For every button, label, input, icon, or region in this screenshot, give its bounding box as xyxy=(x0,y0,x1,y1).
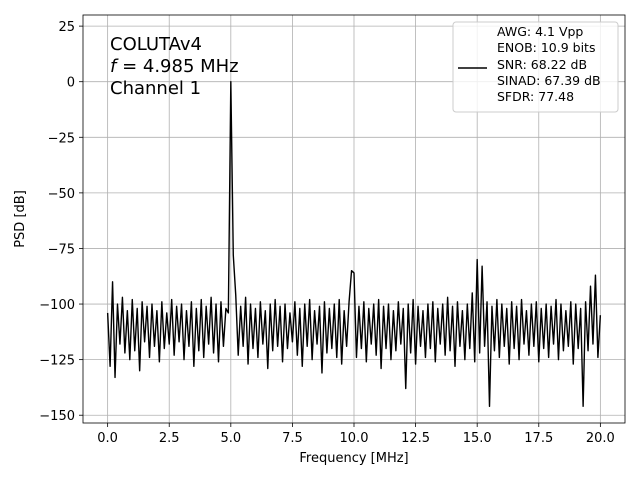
x-tick-label: 10.0 xyxy=(340,431,369,446)
y-tick-label: −125 xyxy=(39,354,75,369)
annotation-italic: f xyxy=(110,56,119,77)
legend-label: AWG: 4.1 Vpp ENOB: 10.9 bits SNR: 68.22 … xyxy=(497,24,601,105)
annotation: COLUTAv4 f = 4.985 MHz Channel 1 xyxy=(110,34,244,99)
annotation-line: COLUTAv4 xyxy=(110,34,202,55)
x-tick-label: 7.5 xyxy=(282,431,303,446)
x-tick-label: 2.5 xyxy=(159,431,180,446)
x-tick-label: 0.0 xyxy=(97,431,118,446)
x-axis-label: Frequency [MHz] xyxy=(299,451,408,466)
annotation-text: = 4.985 MHz xyxy=(116,56,238,77)
y-tick-label: −75 xyxy=(48,242,75,257)
x-tick-label: 15.0 xyxy=(463,431,492,446)
y-tick-label: −25 xyxy=(48,131,75,146)
x-tick-label: 17.5 xyxy=(524,431,553,446)
legend-box xyxy=(452,21,619,113)
y-tick-label: −100 xyxy=(39,298,75,313)
x-tick-label: 5.0 xyxy=(220,431,241,446)
y-tick-label: −150 xyxy=(39,409,75,424)
y-tick-label: 25 xyxy=(58,20,75,35)
y-axis-label: PSD [dB] xyxy=(13,190,28,248)
annotation-line: f = 4.985 MHz xyxy=(110,56,239,77)
plot-frame xyxy=(82,14,626,424)
line xyxy=(106,81,602,408)
y-tick-label: −50 xyxy=(48,187,75,202)
x-tick-label: 12.5 xyxy=(401,431,430,446)
x-tick-label: 20.0 xyxy=(586,431,615,446)
annotation-line: Channel 1 xyxy=(110,78,201,99)
y-tick-label: 0 xyxy=(67,76,75,91)
